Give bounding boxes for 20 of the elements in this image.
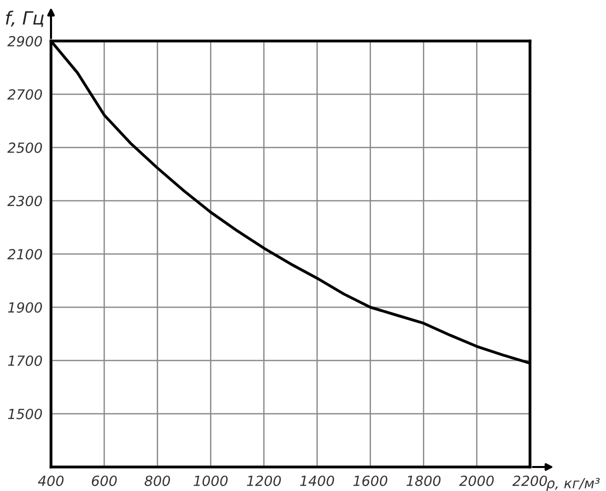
x-tick-label: 2000 xyxy=(459,476,494,486)
x-tick-label: 2200 xyxy=(512,476,547,486)
y-tick-label: 2700 xyxy=(7,89,42,100)
x-tick-label: 1400 xyxy=(300,476,334,486)
y-tick-label: 1500 xyxy=(8,408,42,420)
y-tick-label: 2900 xyxy=(7,36,42,46)
x-tick-label: 1600 xyxy=(353,476,388,486)
x-tick-label: 800 xyxy=(144,476,170,486)
x-tick-label: 1200 xyxy=(246,476,281,486)
y-tick-label: 2500 xyxy=(7,142,42,153)
y-tick-label: 1900 xyxy=(8,302,42,313)
y-tick-label: 1700 xyxy=(8,355,42,366)
y-tick-label: 2300 xyxy=(7,196,42,206)
y-tick-label: 2100 xyxy=(7,248,42,260)
x-tick-label: 1800 xyxy=(406,476,441,486)
y-axis-title: f, Гц xyxy=(6,10,44,27)
x-tick-label: 600 xyxy=(92,476,117,486)
x-axis-title: ρ, кг/м³ xyxy=(546,478,600,491)
x-tick-label: 1000 xyxy=(194,476,228,486)
x-tick-label: 400 xyxy=(38,476,64,486)
